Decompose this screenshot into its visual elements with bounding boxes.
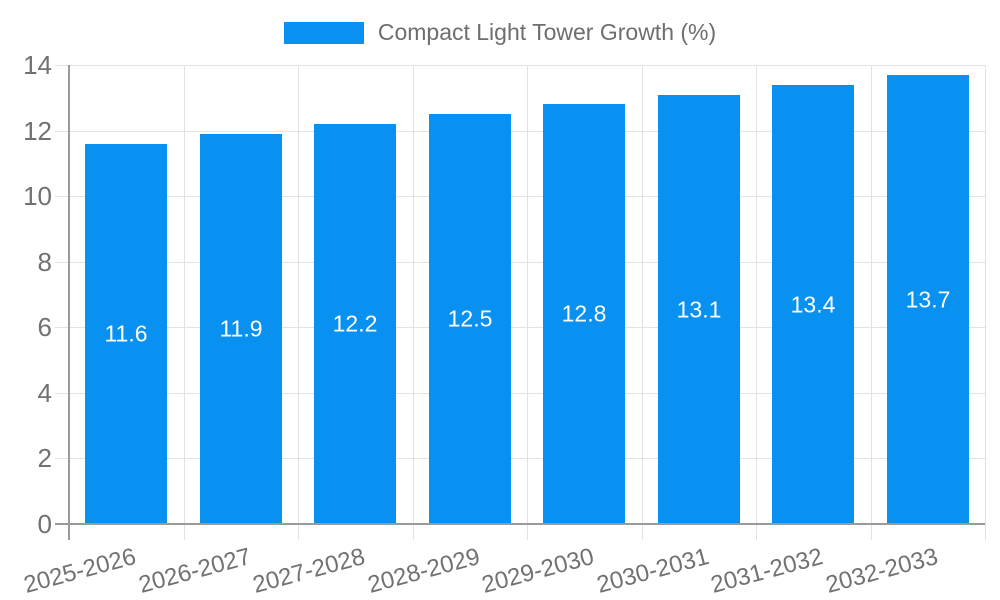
gridline-v: [642, 65, 643, 540]
bar-value-label: 12.8: [561, 300, 607, 327]
gridline-v: [298, 65, 299, 540]
chart-legend: Compact Light Tower Growth (%): [0, 19, 1000, 46]
x-tick-label: 2025-2026: [21, 543, 140, 599]
y-axis-line: [68, 65, 70, 540]
bar: 13.1: [658, 95, 740, 524]
x-tick-label: 2027-2028: [250, 543, 369, 599]
y-tick-label: 14: [23, 50, 52, 80]
y-tick-label: 6: [37, 312, 52, 342]
gridline-v: [756, 65, 757, 540]
gridline-v: [985, 65, 986, 540]
bar: 12.8: [543, 104, 625, 524]
gridline-h: [55, 131, 985, 132]
gridline-h: [55, 196, 985, 197]
x-tick-label: 2028-2029: [364, 543, 483, 599]
gridline-v: [527, 65, 528, 540]
gridline-h: [55, 262, 985, 263]
x-tick-label: 2029-2030: [479, 543, 598, 599]
legend-swatch: [283, 21, 364, 44]
x-tick-label: 2030-2031: [593, 543, 712, 599]
bar: 11.9: [200, 134, 282, 524]
bar: 13.4: [772, 85, 854, 524]
x-tick-label: 2032-2033: [822, 543, 941, 599]
gridline-h: [55, 327, 985, 328]
legend-label: Compact Light Tower Growth (%): [377, 19, 717, 45]
bar-value-label: 11.6: [104, 320, 148, 347]
x-tick-label: 2031-2032: [708, 543, 827, 599]
bar: 12.5: [429, 114, 511, 524]
bar-value-label: 13.7: [905, 286, 951, 312]
bar-value-label: 11.9: [219, 315, 263, 342]
gridline-h: [55, 65, 985, 66]
bar: 11.6: [85, 144, 167, 524]
gridline-v: [871, 65, 872, 540]
bar-value-label: 13.4: [790, 291, 836, 317]
bar: 12.2: [314, 124, 396, 524]
x-tick-label: 2026-2027: [135, 543, 254, 599]
y-tick-label: 4: [37, 378, 52, 408]
y-tick-label: 12: [23, 116, 52, 146]
bar-value-label: 12.5: [447, 305, 493, 332]
bar-value-label: 13.1: [676, 296, 722, 322]
y-tick-label: 0: [37, 509, 52, 539]
x-axis-line: [55, 523, 985, 525]
y-tick-label: 8: [37, 247, 52, 277]
gridline-h: [55, 458, 985, 459]
bar: 13.7: [887, 75, 969, 524]
y-tick-label: 2: [37, 443, 52, 473]
gridline-h: [55, 393, 985, 394]
gridline-v: [413, 65, 414, 540]
gridline-v: [184, 65, 185, 540]
y-tick-label: 10: [23, 181, 52, 211]
bar-value-label: 12.2: [332, 310, 378, 337]
